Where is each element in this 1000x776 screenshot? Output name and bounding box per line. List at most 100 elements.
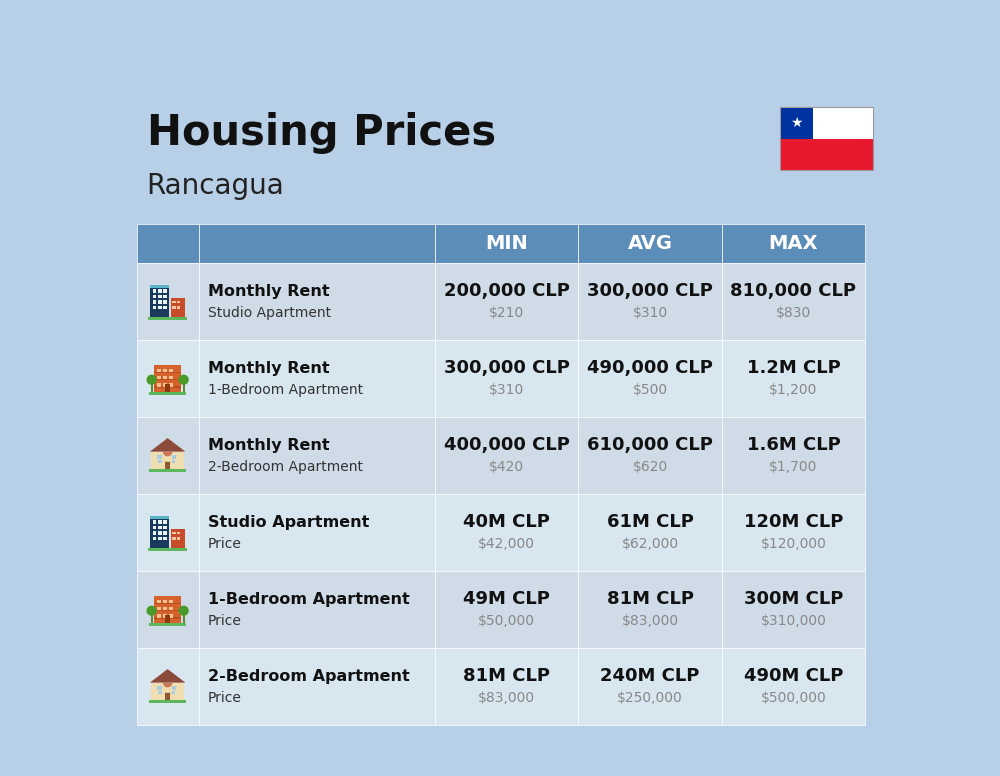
Wedge shape (163, 452, 172, 456)
Bar (137, 262, 199, 340)
Text: Studio Apartment: Studio Apartment (208, 306, 331, 320)
Text: 2-Bedroom Apartment: 2-Bedroom Apartment (208, 459, 363, 473)
Bar (171, 298, 185, 317)
Bar (165, 384, 170, 392)
Wedge shape (172, 455, 176, 457)
Bar (150, 517, 169, 519)
Text: Monthly Rent: Monthly Rent (208, 438, 330, 453)
Bar (158, 691, 162, 695)
Bar (154, 603, 181, 604)
Bar (435, 340, 578, 417)
Bar (153, 525, 156, 529)
Bar (172, 455, 176, 459)
Text: Rancagua: Rancagua (147, 171, 284, 199)
Bar (177, 300, 180, 303)
Wedge shape (163, 683, 172, 688)
Bar (158, 289, 162, 293)
Text: $210: $210 (489, 307, 524, 320)
Bar (157, 369, 161, 372)
Bar (780, 139, 873, 170)
Circle shape (179, 376, 188, 384)
Bar (199, 224, 435, 262)
Bar (780, 107, 873, 170)
Circle shape (147, 376, 156, 384)
Bar (151, 683, 184, 700)
Bar (154, 386, 181, 387)
Bar (169, 607, 173, 611)
Bar (183, 614, 185, 622)
Bar (157, 686, 162, 690)
Text: MAX: MAX (769, 234, 818, 253)
Text: 1-Bedroom Apartment: 1-Bedroom Apartment (208, 383, 363, 397)
Text: MIN: MIN (485, 234, 528, 253)
Bar (163, 607, 167, 611)
Bar (199, 494, 435, 570)
Bar (154, 365, 181, 392)
Text: ★: ★ (790, 116, 803, 130)
Bar (163, 520, 167, 524)
Bar (780, 107, 873, 139)
Text: 490M CLP: 490M CLP (744, 667, 843, 685)
Bar (157, 600, 161, 603)
Text: $250,000: $250,000 (617, 691, 683, 705)
Bar (137, 570, 199, 647)
Bar (153, 520, 156, 524)
Bar (149, 622, 186, 625)
Bar (169, 383, 173, 386)
Bar (199, 647, 435, 725)
Text: 200,000 CLP: 200,000 CLP (444, 282, 570, 300)
Text: Monthly Rent: Monthly Rent (208, 362, 330, 376)
Bar (148, 317, 187, 320)
Bar (158, 306, 162, 309)
Bar (154, 596, 181, 622)
Bar (722, 494, 865, 570)
Text: 810,000 CLP: 810,000 CLP (730, 282, 856, 300)
Bar (137, 340, 199, 417)
Bar (172, 537, 176, 539)
Bar (578, 262, 722, 340)
Bar (165, 615, 170, 622)
Text: 490,000 CLP: 490,000 CLP (587, 359, 713, 377)
Bar (150, 517, 169, 548)
Bar (163, 525, 167, 529)
Polygon shape (150, 669, 185, 683)
Bar (722, 262, 865, 340)
Bar (158, 525, 162, 529)
Text: 120M CLP: 120M CLP (744, 513, 843, 531)
Bar (435, 224, 578, 262)
Bar (154, 610, 181, 611)
Text: Studio Apartment: Studio Apartment (208, 515, 369, 530)
Text: $1,200: $1,200 (769, 383, 818, 397)
Wedge shape (172, 686, 176, 688)
Bar (435, 262, 578, 340)
Bar (165, 693, 170, 700)
Bar (163, 600, 167, 603)
Bar (153, 289, 156, 293)
Text: $83,000: $83,000 (622, 615, 679, 629)
Wedge shape (165, 693, 170, 695)
Text: Price: Price (208, 614, 242, 628)
Bar (163, 295, 167, 298)
Bar (169, 615, 173, 618)
Bar (163, 532, 167, 535)
Bar (578, 647, 722, 725)
Bar (151, 383, 153, 392)
Text: 1.2M CLP: 1.2M CLP (747, 359, 840, 377)
Bar (171, 529, 185, 548)
Circle shape (147, 606, 156, 615)
Text: $1,700: $1,700 (769, 460, 818, 474)
Bar (722, 224, 865, 262)
Bar (172, 686, 176, 690)
Bar (199, 417, 435, 494)
Bar (435, 494, 578, 570)
Polygon shape (150, 438, 185, 452)
Text: $120,000: $120,000 (761, 537, 826, 551)
Bar (163, 615, 167, 618)
Text: 400,000 CLP: 400,000 CLP (444, 436, 570, 454)
Bar (158, 520, 162, 524)
Bar (149, 700, 186, 703)
Bar (780, 107, 813, 139)
Bar (153, 532, 156, 535)
Bar (149, 392, 186, 395)
Bar (153, 537, 156, 540)
